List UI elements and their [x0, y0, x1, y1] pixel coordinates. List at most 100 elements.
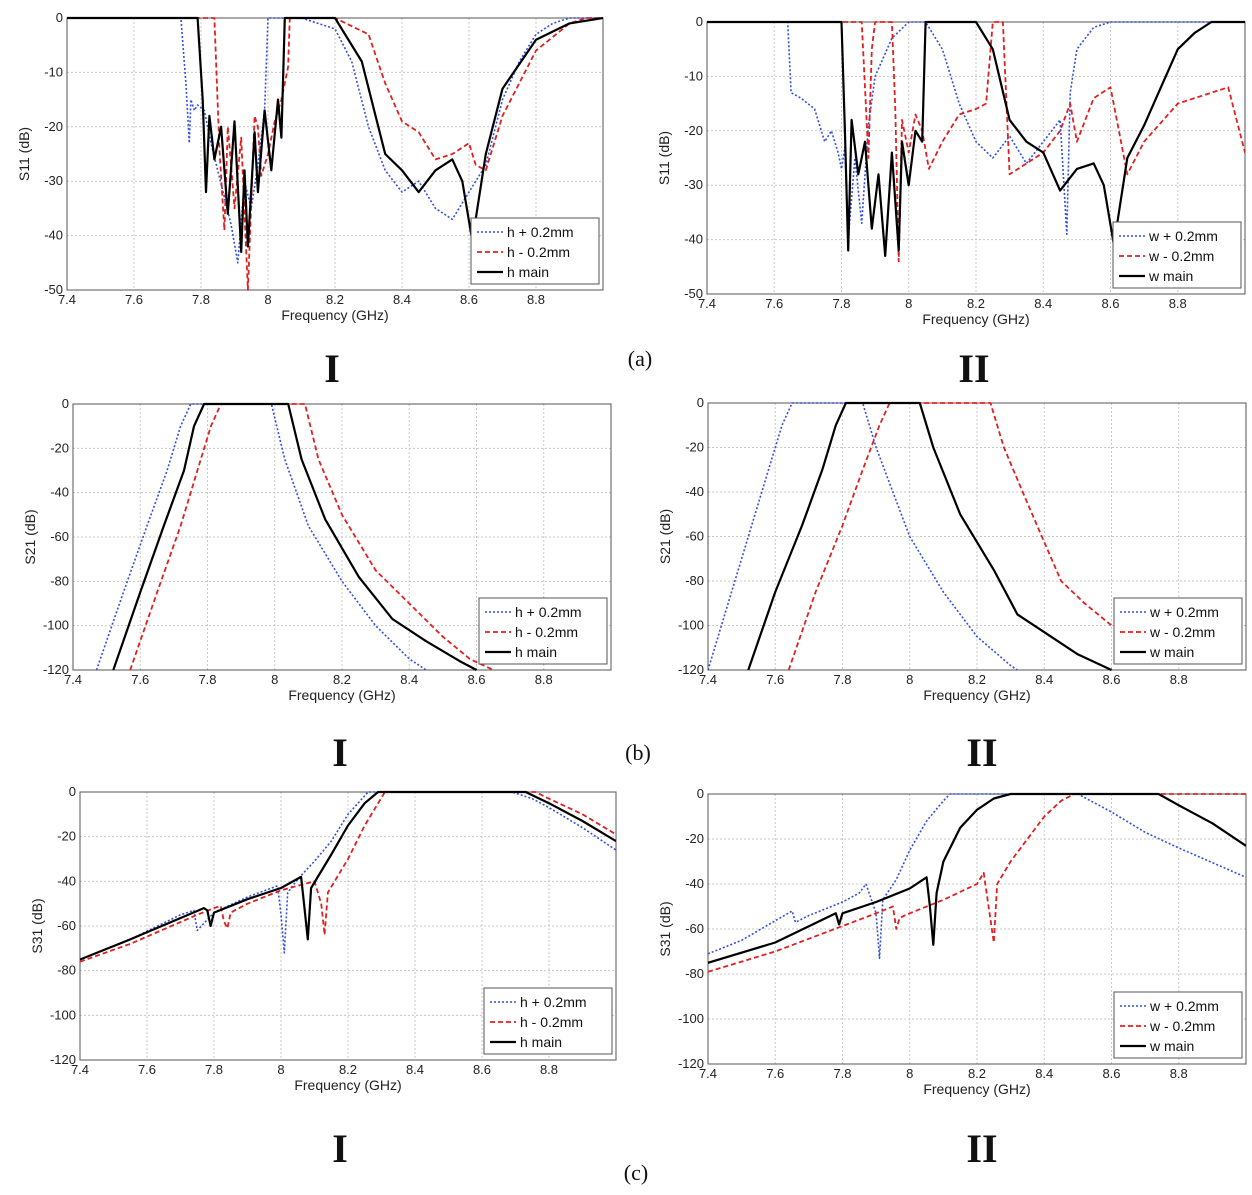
x-tick-label: 7.4 — [71, 1062, 89, 1077]
x-tick-label: 8.8 — [535, 672, 553, 687]
series-line-plus — [67, 17, 603, 264]
y-tick-label: -50 — [684, 286, 703, 301]
series-line-main — [80, 790, 616, 961]
series-line-plus — [80, 791, 616, 961]
y-tick-label: -20 — [684, 123, 703, 138]
x-tick-label: 7.4 — [699, 672, 717, 687]
y-axis-label: S21 (dB) — [22, 509, 38, 564]
series-line-minus — [129, 403, 494, 671]
plots: 7.4 7.6 7.8 8 8.2 8.4 8.6 8.8 0 -10 -20 -30 -40 -50 Fr… — [16, 10, 1247, 1097]
y-tick-label: -40 — [57, 873, 76, 888]
series-line-plus — [95, 403, 427, 671]
x-tick-label: 8.4 — [1034, 296, 1052, 311]
x-tick-label: 8 — [271, 672, 278, 687]
legend-entry: h main — [520, 1034, 562, 1050]
x-tick-label: 8.2 — [326, 292, 344, 307]
legend-entry: w - 0.2mm — [1149, 624, 1215, 640]
y-tick-label: -10 — [684, 68, 703, 83]
legend-entry: w main — [1149, 1038, 1194, 1054]
x-tick-label: 7.4 — [698, 296, 716, 311]
x-tick-label: 8.6 — [460, 292, 478, 307]
series-line-main — [747, 401, 1112, 671]
x-tick-label: 7.8 — [198, 672, 216, 687]
x-tick-label: 8.2 — [968, 1066, 986, 1081]
y-tick-label: -120 — [678, 662, 704, 677]
x-tick-label: 7.8 — [205, 1062, 223, 1077]
x-tick-label: 8 — [906, 1066, 913, 1081]
legend: h + 0.2mm h - 0.2mm h main — [483, 987, 613, 1055]
panel-label-b-I: I — [332, 730, 348, 775]
x-tick-label: 8 — [905, 296, 912, 311]
chart-c-I: 7.4 7.6 7.8 8 8.2 8.4 8.6 8.8 0 -20 -40 -60 -80 -100 -… — [29, 784, 617, 1093]
legend-entry: w + 0.2mm — [1149, 998, 1219, 1014]
y-tick-label: -20 — [50, 440, 69, 455]
x-tick-label: 8.2 — [967, 296, 985, 311]
panel-label-b-II: II — [966, 730, 997, 775]
y-axis-label: S11 (dB) — [656, 131, 672, 185]
y-axis-label: S31 (dB) — [657, 901, 673, 956]
x-tick-label: 7.6 — [131, 672, 149, 687]
legend-entry: h - 0.2mm — [515, 624, 578, 640]
y-tick-label: -20 — [685, 440, 704, 455]
x-axis-label: Frequency (GHz) — [923, 687, 1030, 703]
y-tick-label: 0 — [69, 784, 76, 799]
y-tick-label: 0 — [697, 395, 704, 410]
y-tick-label: 0 — [696, 14, 703, 29]
y-tick-label: -80 — [685, 573, 704, 588]
series-line-minus — [707, 21, 1245, 263]
x-tick-label: 8.4 — [1035, 1066, 1053, 1081]
y-axis-label: S21 (dB) — [657, 509, 673, 564]
y-tick-label: -80 — [57, 963, 76, 978]
x-tick-label: 8.6 — [467, 672, 485, 687]
series-line-minus — [708, 793, 1246, 973]
y-tick-label: -20 — [44, 119, 63, 134]
y-tick-label: -20 — [57, 829, 76, 844]
row-label-b: (b) — [625, 740, 651, 765]
legend: w + 0.2mm w - 0.2mm w main — [1113, 597, 1243, 665]
x-tick-label: 7.6 — [765, 296, 783, 311]
legend: w + 0.2mm w - 0.2mm w main — [1112, 221, 1242, 289]
legend-entry: w + 0.2mm — [1149, 604, 1219, 620]
legend-entry: h main — [507, 264, 549, 280]
y-tick-label: -50 — [44, 282, 63, 297]
panel-label-a-II: II — [958, 346, 989, 391]
y-tick-label: -60 — [685, 921, 704, 936]
chart-a-II: 7.4 7.6 7.8 8 8.2 8.4 8.6 8.8 0 -10 -20 -30 -40 -50 Fr… — [656, 14, 1246, 327]
legend-entry: h + 0.2mm — [520, 994, 587, 1010]
x-tick-label: 8 — [277, 1062, 284, 1077]
legend: h + 0.2mm h - 0.2mm h main — [470, 217, 600, 285]
x-tick-label: 8.4 — [393, 292, 411, 307]
legend-entry: w + 0.2mm — [1148, 228, 1218, 244]
x-tick-label: 8.8 — [1170, 672, 1188, 687]
x-tick-label: 8.4 — [1035, 672, 1053, 687]
x-tick-label: 8.8 — [540, 1062, 558, 1077]
x-tick-label: 8 — [264, 292, 271, 307]
y-tick-label: 0 — [697, 786, 704, 801]
y-tick-label: -60 — [50, 529, 69, 544]
y-tick-label: -40 — [44, 228, 63, 243]
series-line-main — [112, 402, 478, 671]
legend-entry: w main — [1149, 644, 1194, 660]
panel-label-c-I: I — [332, 1126, 348, 1171]
x-tick-label: 7.8 — [833, 672, 851, 687]
y-axis-label: S31 (dB) — [29, 898, 45, 953]
y-tick-label: 0 — [56, 10, 63, 25]
y-axis-label: S11 (dB) — [16, 127, 32, 181]
legend-entry: h main — [515, 644, 557, 660]
x-tick-label: 8 — [906, 672, 913, 687]
chart-b-I: 7.4 7.6 7.8 8 8.2 8.4 8.6 8.8 0 -20 -40 -60 -80 -100 -… — [22, 396, 612, 703]
x-axis-label: Frequency (GHz) — [281, 307, 388, 323]
series-line-main — [707, 20, 1245, 257]
y-tick-label: -40 — [50, 485, 69, 500]
y-tick-label: 0 — [62, 396, 69, 411]
series-line-plus — [707, 21, 1245, 241]
plot-border — [707, 793, 1247, 1065]
legend-entry: w - 0.2mm — [1148, 248, 1214, 264]
x-tick-label: 8.2 — [968, 672, 986, 687]
x-tick-label: 8.6 — [1102, 1066, 1120, 1081]
x-axis-label: Frequency (GHz) — [922, 311, 1029, 327]
row-label-a: (a) — [628, 346, 652, 371]
plot-border — [72, 403, 612, 671]
